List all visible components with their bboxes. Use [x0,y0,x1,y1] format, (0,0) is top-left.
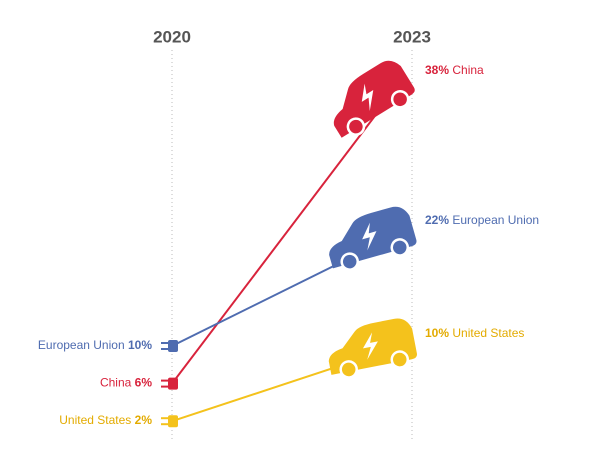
x-label: 2020 [153,27,191,46]
right-label: 22% European Union [425,213,539,227]
right-label: 38% China [425,63,484,77]
car-wheel [390,238,410,257]
value-label: 22% [425,213,449,227]
left-label: United States 2% [59,413,152,427]
value-label: 2% [135,413,153,427]
series-name: United States [59,413,131,427]
car-bolt [361,83,374,112]
car-bolt [362,222,377,251]
plug-body [168,340,178,352]
value-label: 10% [425,326,449,340]
series-name: China [452,63,484,77]
series-name: United States [452,326,524,340]
right-label: 10% United States [425,326,524,340]
series-name: China [100,376,132,390]
car-wheel [339,360,358,379]
plug-body [168,377,178,390]
series-name: European Union [452,213,539,227]
icons [161,60,417,428]
value-label: 38% [425,63,449,77]
series-name: European Union [38,338,125,352]
car [328,318,417,379]
left-label: China 6% [100,376,152,390]
car-bolt [362,332,378,360]
plug [161,415,178,428]
plug [161,340,178,352]
value-label: 10% [128,338,152,352]
car [329,206,417,271]
car [333,60,415,138]
plug [161,377,178,390]
car-wheel [390,90,410,109]
car-wheel [340,252,359,271]
car-wheel [346,117,366,136]
left-label: European Union 10% [38,338,152,352]
car-wheel [390,350,410,369]
value-label: 6% [135,376,153,390]
x-label: 2023 [393,27,431,46]
plug-body [168,415,178,428]
